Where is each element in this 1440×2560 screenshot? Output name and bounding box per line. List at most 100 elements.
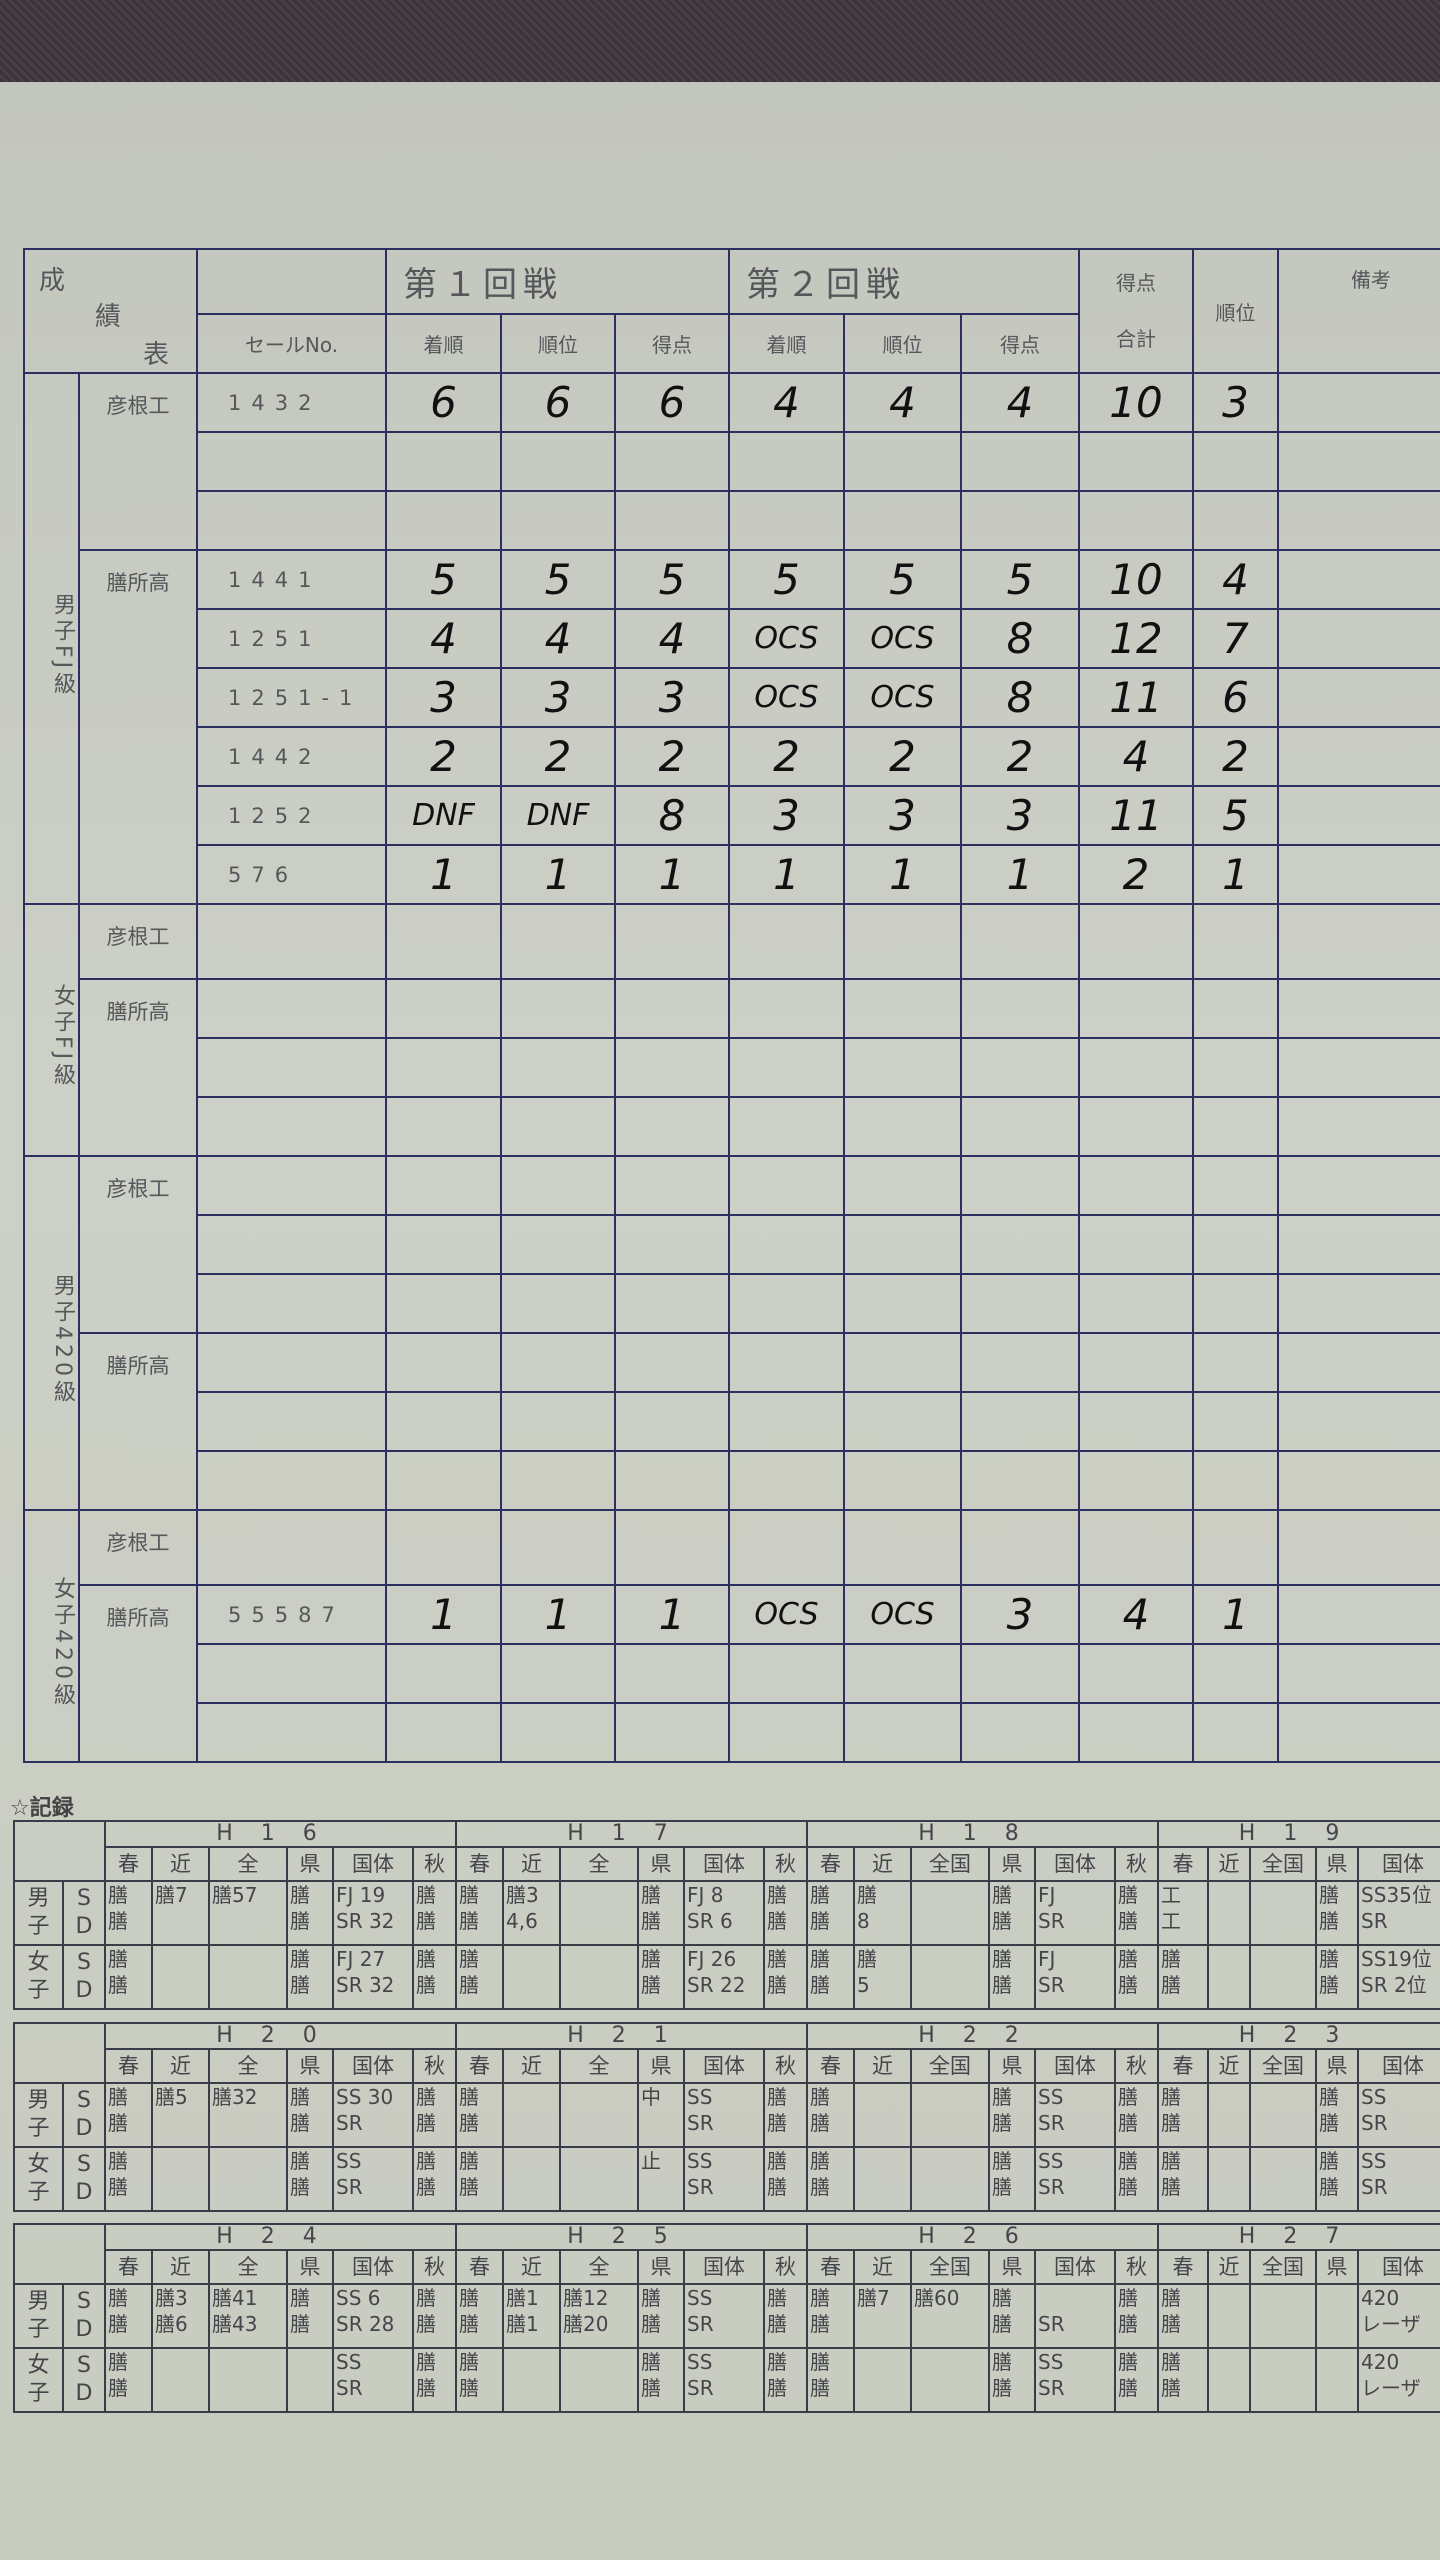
r1-finish-cell (385, 1643, 502, 1704)
final-rank-cell: 3 (1192, 372, 1280, 433)
total-points-cell (1078, 1096, 1195, 1157)
title-char: 表 (143, 340, 170, 370)
table-row: 男子420級 彦根工 (23, 1155, 1440, 1511)
total-points-cell (1078, 1037, 1195, 1098)
total-header-top: 得点 (1116, 271, 1157, 295)
r2-finish-cell (728, 431, 846, 492)
record-cell: 膳 膳 (1114, 1944, 1160, 2010)
record-cell: 膳 膳 (455, 2146, 505, 2212)
final-rank-cell: 4 (1192, 549, 1280, 610)
r1-rank-cell (500, 1509, 616, 1586)
r1-rank-cell (500, 1450, 616, 1511)
r1-points-cell: 5 (613, 549, 731, 610)
record-cell (208, 1944, 288, 2010)
table-row: 576 1 1 1 1 1 1 2 1 (24, 844, 1440, 905)
category-header: 国体 (683, 2249, 766, 2285)
record-cell: 膳5 (151, 2082, 210, 2148)
record-cell: 膳 膳 (806, 2347, 856, 2413)
record-cell (151, 2347, 210, 2413)
r1-rank-cell (500, 1702, 616, 1763)
record-cell: SS SR (1034, 2146, 1117, 2212)
sail-no-cell (196, 978, 387, 1039)
category-header: 県 (286, 2048, 334, 2084)
r2-finish-cell (728, 1096, 846, 1157)
r1-finish-cell: 1 (385, 1584, 502, 1645)
r2-finish-header: 着順 (728, 313, 846, 374)
r2-rank-cell: 1 (843, 844, 963, 905)
final-rank-cell (1192, 1332, 1280, 1393)
category-header: 春 (455, 2048, 505, 2084)
r2-finish-cell: 1 (728, 844, 846, 905)
r1-finish-cell (385, 490, 502, 551)
r1-finish-cell (385, 1391, 502, 1452)
record-cell (208, 2347, 288, 2413)
remarks-cell (1277, 844, 1440, 905)
school-label: 膳所高 (78, 549, 198, 905)
r1-finish-cell (385, 1273, 502, 1334)
r1-rank-cell: 1 (500, 844, 616, 905)
title-char: 績 (95, 302, 122, 332)
category-header: 全国 (1249, 2249, 1318, 2285)
record-cell: 膳 膳 (455, 1944, 505, 2010)
final-rank-cell (1192, 1037, 1280, 1098)
record-cell: 膳3 4,6 (502, 1880, 562, 1946)
remarks-cell (1277, 1450, 1440, 1511)
record-cell (1249, 1944, 1318, 2010)
total-points-cell (1078, 431, 1195, 492)
table-row (24, 1037, 1440, 1098)
year-header-row: H16 H17 H18 H19 (13, 1820, 1440, 1882)
category-header: 国体 (1034, 2249, 1117, 2285)
category-header: 春 (806, 1846, 856, 1882)
category-header: 近 (502, 2048, 562, 2084)
r2-rank-cell: 5 (843, 549, 963, 610)
record-cell: 膳 膳 (104, 2146, 153, 2212)
r2-points-cell: 1 (960, 844, 1081, 905)
record-cell: 膳 膳 (637, 2347, 686, 2413)
table-title: 成 績 表 (23, 248, 198, 374)
record-cell (1249, 2283, 1318, 2349)
r1-rank-cell (500, 1273, 616, 1334)
record-cell: SS19位 SR 2位 (1357, 1944, 1440, 2010)
record-cell (502, 2347, 562, 2413)
category-header: 全 (208, 2249, 288, 2285)
category-header: 県 (988, 2249, 1037, 2285)
category-header: 近 (502, 1846, 562, 1882)
r2-rank-cell: OCS (843, 667, 963, 728)
r1-points-cell (613, 1037, 731, 1098)
class-label: 女子FJ級 (23, 903, 80, 1157)
record-cell: SS35位 SR (1357, 1880, 1440, 1946)
final-rank-cell (1192, 490, 1280, 551)
sail-no-cell (196, 903, 387, 980)
category-header: 県 (988, 1846, 1037, 1882)
sail-no-cell: 55587 (196, 1584, 387, 1645)
sail-no-cell: 1252 (196, 785, 387, 846)
header-row-2: セールNo. 着順 順位 得点 着順 順位 得点 (24, 313, 1440, 374)
table-row: 膳所高 (24, 1332, 1440, 1511)
category-header: 国体 (332, 2249, 414, 2285)
r2-finish-cell: 5 (728, 549, 846, 610)
r2-finish-cell: 2 (728, 726, 846, 787)
r2-finish-cell: OCS (728, 667, 846, 728)
total-points-cell: 4 (1078, 1584, 1195, 1645)
record-cell (559, 1880, 640, 1946)
record-cell: SS SR (683, 2347, 766, 2413)
r2-finish-cell (728, 1509, 846, 1586)
record-cell: 膳 膳 (988, 2347, 1037, 2413)
remarks-cell (1277, 549, 1440, 610)
r1-points-cell (613, 978, 731, 1039)
sail-no-cell: 1432 (196, 372, 387, 433)
table-row: 膳所高 (24, 978, 1440, 1157)
sail-no-cell (196, 1155, 387, 1216)
r2-points-cell (960, 431, 1081, 492)
table-row (24, 431, 1440, 492)
record-cell: 膳 膳 (104, 1944, 153, 2010)
r2-points-header: 得点 (960, 313, 1081, 374)
category-header: 近 (151, 1846, 210, 1882)
r2-rank-cell (843, 1155, 963, 1216)
category-header: 国体 (1034, 2048, 1117, 2084)
record-cell: SS SR (1034, 2347, 1117, 2413)
table-row: 女子420級 彦根工 (23, 1509, 1440, 1763)
total-points-cell: 10 (1078, 372, 1195, 433)
r2-points-cell: 8 (960, 608, 1081, 669)
